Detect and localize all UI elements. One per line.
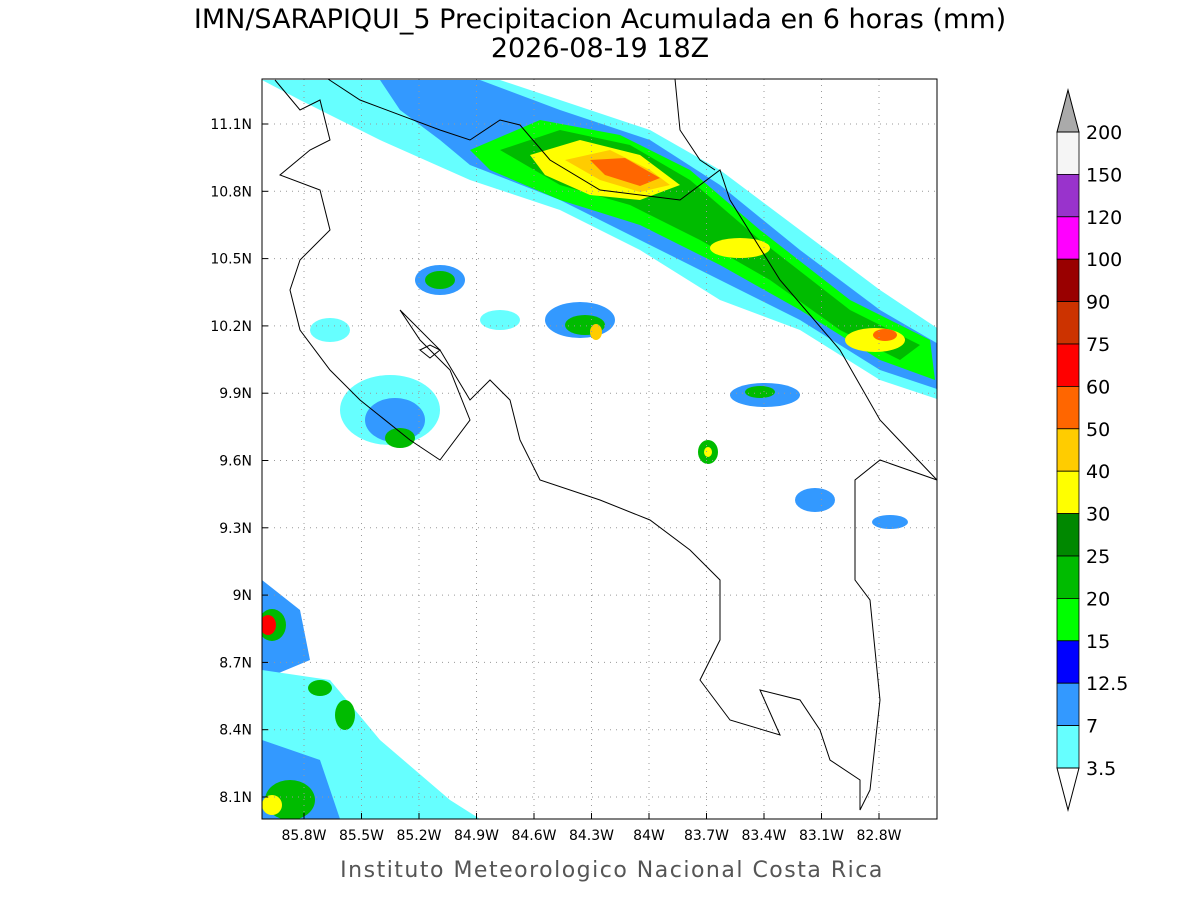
lon-label: 84.9W xyxy=(454,828,499,844)
colorbar-box xyxy=(1056,470,1080,515)
colorbar-box xyxy=(1056,173,1080,218)
lon-label: 84.6W xyxy=(511,828,556,844)
lon-label: 84.3W xyxy=(569,828,614,844)
lat-label: 11.1N xyxy=(210,117,252,133)
lon-label: 83.4W xyxy=(741,828,786,844)
colorbar-box xyxy=(1056,598,1080,642)
colorbar-box xyxy=(1056,513,1080,557)
colorbar-label: 25 xyxy=(1086,546,1110,568)
lon-label: 85.5W xyxy=(339,828,384,844)
subtitle: 2026-08-19 18Z xyxy=(491,33,709,64)
colorbar-box xyxy=(1056,385,1080,430)
colorbar-under xyxy=(1056,767,1080,812)
colorbar-box xyxy=(1056,343,1080,387)
colorbar-label: 100 xyxy=(1086,249,1122,271)
lat-label: 9.9N xyxy=(219,386,252,402)
coastlines xyxy=(274,78,938,811)
grid xyxy=(262,79,937,819)
lat-label: 8.1N xyxy=(219,790,252,806)
lon-label: 85.2W xyxy=(396,828,441,844)
colorbar-over xyxy=(1056,88,1080,133)
colorbar-box xyxy=(1056,428,1080,472)
map-frame xyxy=(261,78,938,820)
lon-label: 82.8W xyxy=(856,828,901,844)
colorbar-label: 20 xyxy=(1086,588,1110,610)
lat-label: 8.7N xyxy=(219,655,252,671)
colorbar-box xyxy=(1056,131,1080,175)
colorbar-label: 150 xyxy=(1086,164,1122,186)
colorbar-label: 200 xyxy=(1086,122,1122,144)
colorbar-label: 50 xyxy=(1086,419,1110,441)
colorbar-box xyxy=(1056,301,1080,345)
lat-label: 8.4N xyxy=(219,723,252,739)
lat-label: 10.8N xyxy=(210,184,252,200)
colorbar-label: 75 xyxy=(1086,334,1110,356)
lon-label: 85.8W xyxy=(281,828,326,844)
footer: Instituto Meteorologico Nacional Costa R… xyxy=(340,858,884,883)
lon-label: 83.7W xyxy=(684,828,729,844)
lat-label: 9N xyxy=(233,588,252,604)
lon-label: 83.1W xyxy=(799,828,844,844)
title: IMN/SARAPIQUI_5 Precipitacion Acumulada … xyxy=(194,4,1006,35)
lat-label: 9.6N xyxy=(219,454,252,470)
colorbar-box xyxy=(1056,258,1080,303)
colorbar-box xyxy=(1056,725,1080,769)
colorbar-box xyxy=(1056,640,1080,684)
colorbar-label: 30 xyxy=(1086,504,1110,526)
colorbar-label: 90 xyxy=(1086,292,1110,314)
colorbar-label: 120 xyxy=(1086,207,1122,229)
precip-field xyxy=(262,80,937,819)
colorbar-box xyxy=(1056,555,1080,599)
colorbar-label: 60 xyxy=(1086,376,1110,398)
colorbar-label: 15 xyxy=(1086,631,1110,653)
lat-label: 10.5N xyxy=(210,252,252,268)
colorbar-label: 12.5 xyxy=(1086,673,1128,695)
colorbar-box xyxy=(1056,682,1080,727)
colorbar-label: 3.5 xyxy=(1086,758,1116,780)
colorbar-box xyxy=(1056,216,1080,260)
colorbar-label: 40 xyxy=(1086,461,1110,483)
lat-label: 10.2N xyxy=(210,319,252,335)
lat-label: 9.3N xyxy=(219,521,252,537)
colorbar-label: 7 xyxy=(1086,716,1098,738)
colorbar: 200 150 120 100 90 75 60 50 40 30 25 20 15 12.5 7 3.5 xyxy=(1056,88,1128,812)
lon-label: 84W xyxy=(633,828,665,844)
